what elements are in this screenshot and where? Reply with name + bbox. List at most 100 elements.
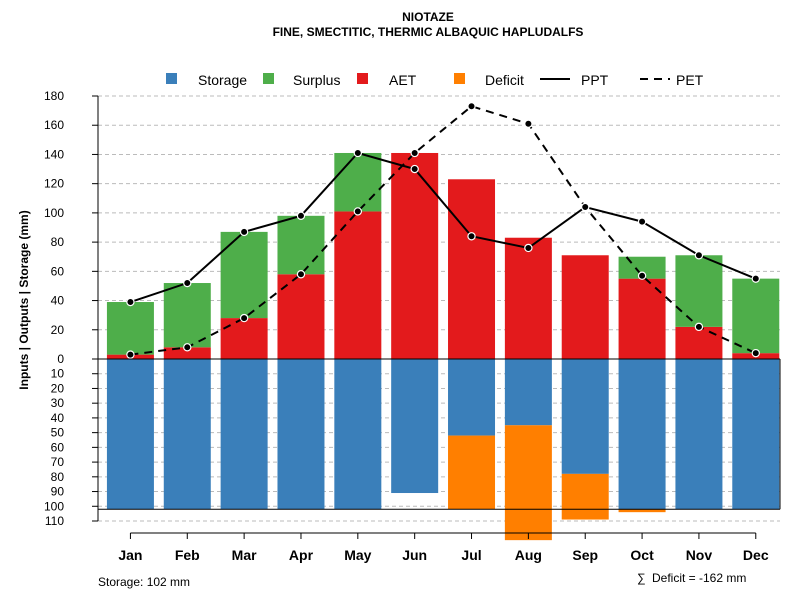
y-tick-label: 30 <box>51 396 65 410</box>
storage-bar <box>220 359 268 510</box>
y-tick-label: 100 <box>44 206 64 220</box>
aet-bar <box>334 211 382 359</box>
legend-pet-label: PET <box>676 72 704 88</box>
aet-bar <box>561 255 609 359</box>
bars <box>106 152 780 541</box>
x-tick-label: Jan <box>118 547 142 563</box>
aet-bar <box>504 237 552 359</box>
legend-surplus-swatch <box>263 73 274 84</box>
y-tick-label: 40 <box>51 294 65 308</box>
x-tick-label: Aug <box>515 547 542 563</box>
surplus-bar <box>732 278 780 354</box>
legend-deficit-swatch <box>454 73 465 84</box>
x-tick-label: Jul <box>461 547 481 563</box>
y-tick-label: 100 <box>44 499 64 513</box>
y-tick-label: 20 <box>51 381 65 395</box>
x-tick-label: Sep <box>572 547 598 563</box>
y-tick-label: 90 <box>51 485 65 499</box>
deficit-sigma-icon: ∑ <box>637 571 646 585</box>
x-tick-label: Jun <box>402 547 427 563</box>
y-tick-label: 40 <box>51 411 65 425</box>
deficit-footer: Deficit = -162 mm <box>652 571 746 585</box>
ppt-point <box>296 211 306 221</box>
y-tick-label: 140 <box>44 147 64 161</box>
y-tick-label: 60 <box>51 440 65 454</box>
pet-point <box>239 313 249 323</box>
x-tick-label: Mar <box>232 547 257 563</box>
surplus-bar <box>106 302 154 355</box>
aet-bar <box>163 347 211 359</box>
y-tick-label: 20 <box>51 323 65 337</box>
legend-storage-label: Storage <box>198 72 247 88</box>
ppt-point <box>410 164 419 174</box>
storage-bar <box>334 359 382 510</box>
y-tick-label: 80 <box>51 235 65 249</box>
pet-point <box>694 322 704 332</box>
y-tick-label: 180 <box>44 89 64 103</box>
pet-point <box>410 148 419 158</box>
ppt-point <box>467 232 476 241</box>
x-tick-label: Nov <box>686 547 713 563</box>
y-tick-label: 10 <box>51 367 65 381</box>
storage-bar <box>504 359 552 426</box>
storage-bar <box>106 359 154 510</box>
pet-point <box>637 271 647 280</box>
storage-bar <box>391 359 439 494</box>
surplus-bar <box>163 283 211 348</box>
y-tick-label: 120 <box>44 177 64 191</box>
aet-bar <box>277 274 325 359</box>
aet-bar <box>448 179 496 359</box>
ppt-point <box>126 297 135 307</box>
storage-footer: Storage: 102 mm <box>98 575 190 589</box>
storage-bar <box>163 359 211 510</box>
ppt-point <box>239 227 249 237</box>
aet-bar <box>675 326 723 359</box>
deficit-bar <box>448 435 496 510</box>
series-lines <box>126 102 760 359</box>
y-tick-label: 0 <box>57 352 64 366</box>
deficit-bar <box>561 473 609 520</box>
aet-bar <box>618 278 666 359</box>
legend: Storage Surplus AET Deficit PPT PET <box>166 72 704 88</box>
legend-surplus-label: Surplus <box>293 72 340 88</box>
pet-line <box>130 105 757 356</box>
y-tick-label: 160 <box>44 118 64 132</box>
ppt-point <box>637 217 647 226</box>
ppt-point <box>353 148 363 158</box>
pet-point <box>183 343 192 352</box>
surplus-bar <box>675 255 723 327</box>
gridlines <box>98 95 780 522</box>
pet-point <box>353 207 363 216</box>
pet-point <box>296 270 306 279</box>
y-tick-label: 50 <box>51 426 65 440</box>
pet-point <box>126 350 135 359</box>
aet-bar <box>220 318 268 359</box>
legend-aet-swatch <box>357 73 368 84</box>
deficit-bar <box>504 425 552 541</box>
y-axis-label: Inputs | Outputs | Storage (mm) <box>17 210 31 389</box>
legend-aet-label: AET <box>389 72 417 88</box>
legend-deficit-label: Deficit <box>485 72 524 88</box>
surplus-bar <box>277 215 325 275</box>
x-tick-label: Dec <box>743 547 769 563</box>
ppt-point <box>751 274 760 283</box>
chart-title: NIOTAZE <box>402 10 454 24</box>
ppt-point <box>524 243 533 253</box>
aet-bar <box>391 152 439 359</box>
pet-point <box>524 119 533 128</box>
pet-point <box>467 102 476 111</box>
storage-bar <box>618 359 666 510</box>
x-tick-label: May <box>344 547 371 563</box>
storage-bar <box>448 359 496 436</box>
storage-bar <box>561 359 609 474</box>
ppt-point <box>694 251 704 260</box>
storage-bar <box>675 359 723 510</box>
storage-bar <box>277 359 325 510</box>
ppt-line <box>130 151 757 303</box>
pet-point <box>581 202 590 212</box>
pet-point <box>751 348 760 358</box>
y-tick-label: 60 <box>51 264 65 278</box>
x-tick-label: Oct <box>630 547 654 563</box>
x-tick-label: Apr <box>289 547 314 563</box>
chart-subtitle: FINE, SMECTITIC, THERMIC ALBAQUIC HAPLUD… <box>273 25 584 39</box>
